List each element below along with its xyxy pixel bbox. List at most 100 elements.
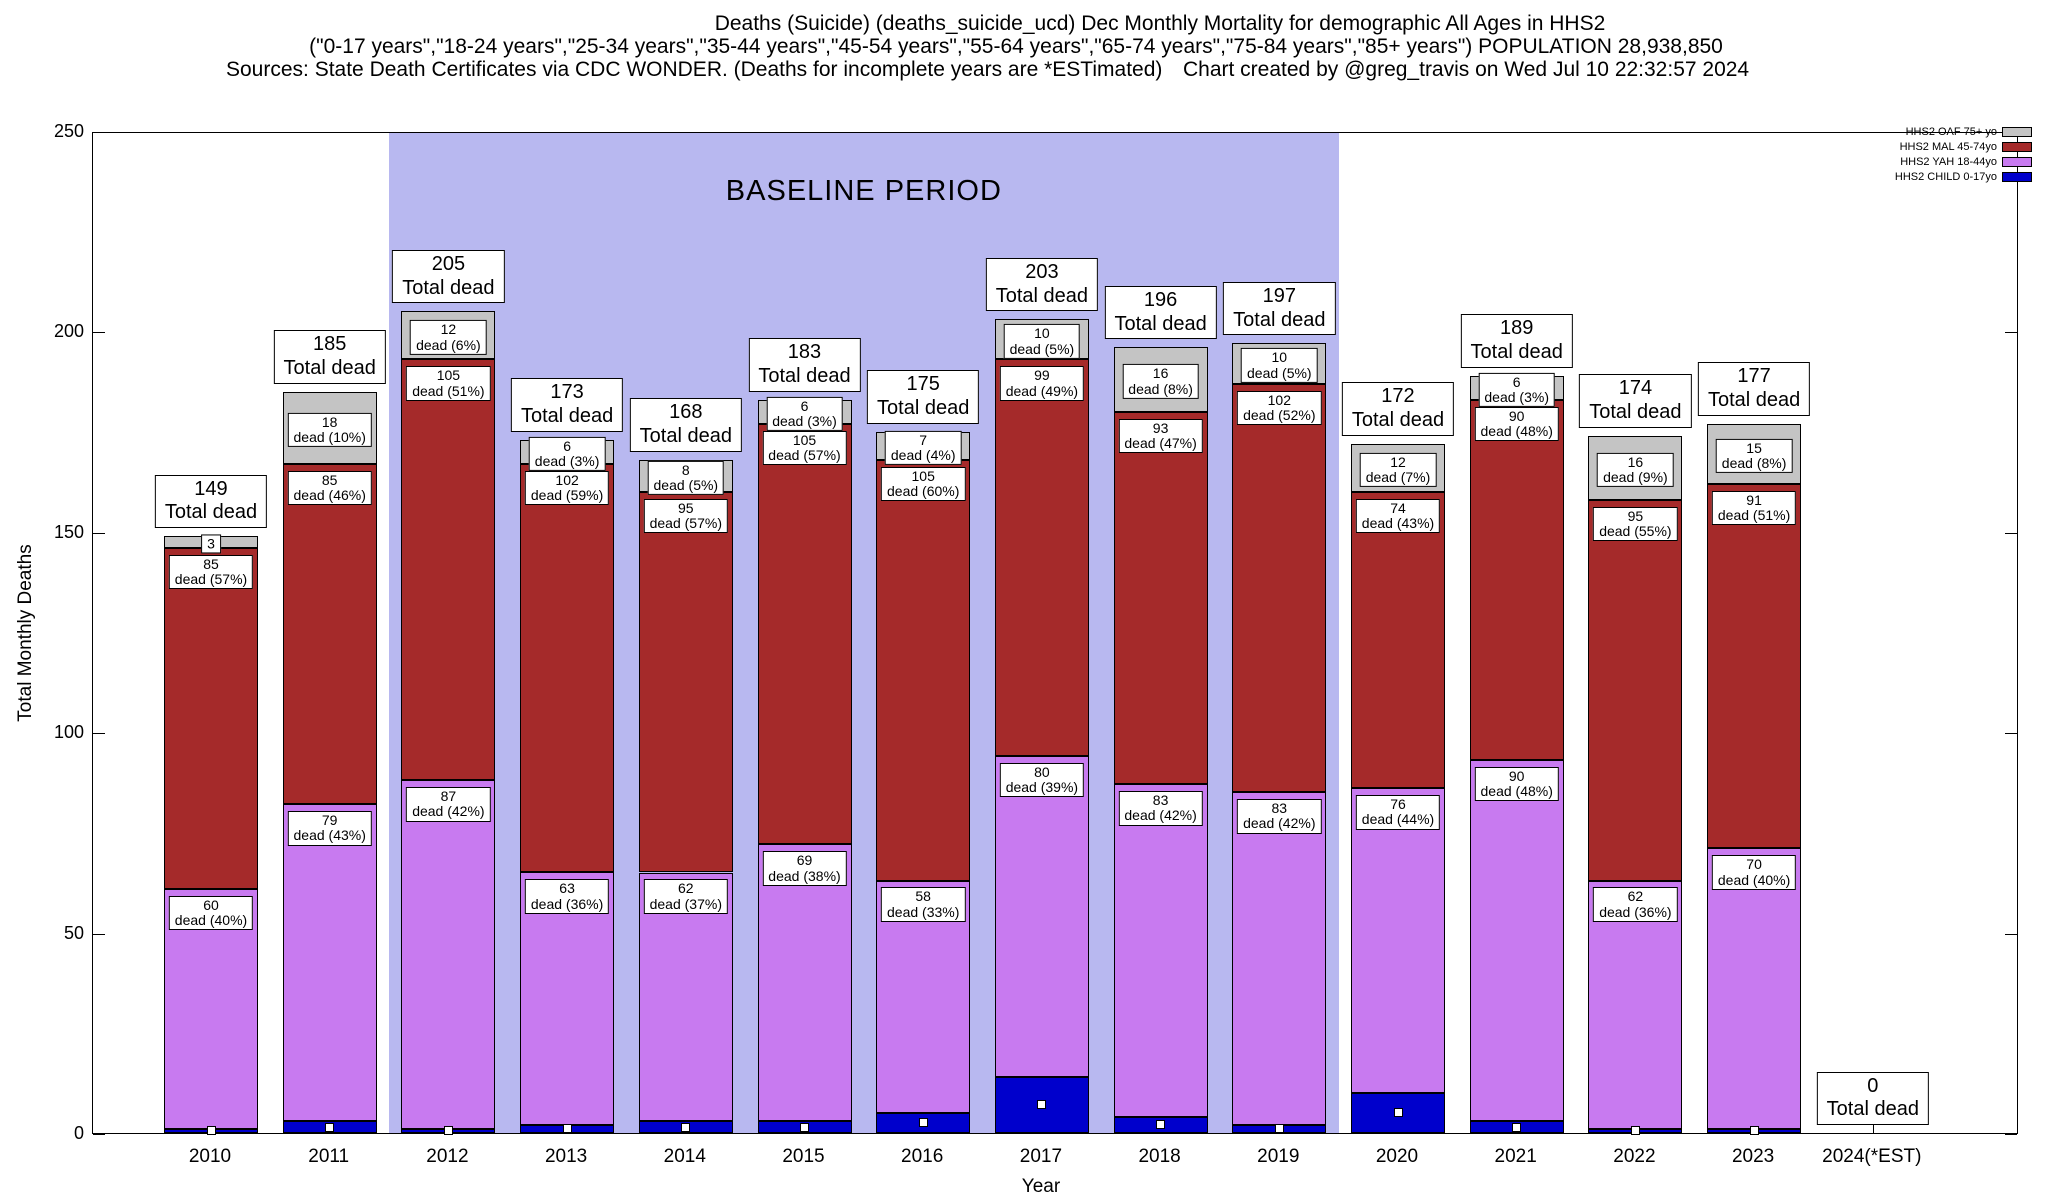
- total-dead-value: 189: [1499, 317, 1534, 340]
- x-category-label: 2013: [544, 1146, 588, 1167]
- x-axis-label: Year: [1021, 1176, 1061, 1197]
- child-marker: [1749, 1126, 1759, 1136]
- y-tick-mark: [2005, 1134, 2017, 1135]
- segment-label-line: 85: [203, 555, 219, 572]
- segment-label-hhs2-oaf-75-yo: 6 dead (3%): [766, 396, 843, 431]
- segment-label-line: dead (10%): [293, 428, 366, 445]
- total-dead-value: 149: [194, 477, 228, 500]
- segment-label-hhs2-mal-45-74yo: 93 dead (47%): [1118, 418, 1203, 453]
- total-dead-label: 183 Total dead: [748, 338, 861, 392]
- segment-label-line: dead (51%): [412, 382, 485, 399]
- child-marker: [562, 1124, 572, 1134]
- x-category-label: 2019: [1257, 1146, 1300, 1167]
- segment-label-hhs2-yah-18-44yo: 83 dead (42%): [1237, 799, 1322, 834]
- segment-label-line: 95: [678, 499, 694, 516]
- segment-label-line: 16: [1152, 365, 1169, 382]
- bar-segment-hhs2-mal-45-74yo: [1469, 399, 1564, 761]
- segment-label-line: 105: [436, 367, 461, 384]
- total-dead-text: Total dead: [1114, 312, 1207, 335]
- segment-label-hhs2-yah-18-44yo: 76 dead (44%): [1355, 795, 1441, 830]
- segment-label-line: 58: [915, 888, 931, 905]
- bar-segment-hhs2-mal-45-74yo: [757, 423, 852, 845]
- legend-swatch: [2002, 172, 2032, 182]
- x-category-label: 2014: [663, 1146, 706, 1167]
- child-marker: [1393, 1108, 1403, 1118]
- bar-segment-hhs2-yah-18-44yo: [1351, 788, 1445, 1093]
- y-tick-mark: [93, 532, 105, 534]
- segment-label-hhs2-oaf-75-yo: 10 dead (5%): [1241, 348, 1318, 383]
- segment-label-line: dead (59%): [530, 486, 604, 503]
- segment-label-line: 16: [1627, 453, 1644, 470]
- segment-label-line: 12: [440, 321, 457, 338]
- segment-label-hhs2-mal-45-74yo: 102 dead (52%): [1237, 390, 1322, 425]
- segment-label-line: 102: [555, 471, 579, 488]
- segment-label-line: dead (36%): [530, 895, 604, 912]
- y-tick-mark: [2005, 733, 2017, 735]
- segment-label-hhs2-yah-18-44yo: 90 dead (48%): [1474, 767, 1559, 802]
- segment-label-hhs2-mal-45-74yo: 99 dead (49%): [999, 366, 1085, 401]
- segment-label-line: dead (52%): [1243, 406, 1316, 423]
- total-dead-value: 173: [550, 381, 584, 404]
- total-dead-text: Total dead: [639, 425, 732, 448]
- segment-label-line: dead (47%): [1124, 434, 1197, 451]
- segment-label-line: 90: [1508, 768, 1525, 785]
- total-dead-text: Total dead: [1707, 389, 1801, 411]
- segment-label-hhs2-mal-45-74yo: 74 dead (43%): [1355, 498, 1441, 533]
- y-tick-label: 100: [53, 722, 84, 743]
- total-dead-text: Total dead: [164, 501, 258, 524]
- x-category-label: 2020: [1375, 1146, 1419, 1167]
- total-dead-value: 183: [787, 341, 822, 364]
- segment-label-hhs2-oaf-75-yo: 12 dead (6%): [410, 320, 487, 355]
- segment-label-hhs2-oaf-75-yo: 16 dead (8%): [1122, 364, 1199, 399]
- segment-label-line: dead (48%): [1480, 783, 1553, 800]
- x-category-label: 2018: [1138, 1146, 1181, 1167]
- bar-segment-hhs2-mal-45-74yo: [401, 359, 496, 781]
- child-marker: [443, 1126, 453, 1136]
- legend-swatch: [2002, 127, 2032, 137]
- legend-label: HHS2 OAF 75+ yo: [1905, 126, 1997, 138]
- segment-label-line: dead (3%): [1484, 388, 1549, 405]
- segment-label-line: 10: [1271, 349, 1288, 366]
- bar-segment-hhs2-yah-18-44yo: [520, 872, 615, 1125]
- child-marker: [918, 1118, 928, 1128]
- total-dead-label: 196 Total dead: [1104, 286, 1217, 340]
- segment-label-line: 85: [321, 471, 338, 488]
- segment-label-line: dead (44%): [1361, 811, 1435, 828]
- x-category-label: 2023: [1731, 1146, 1775, 1167]
- segment-label-hhs2-mal-45-74yo: 85 dead (46%): [287, 470, 372, 505]
- total-dead-value: 0: [1867, 1074, 1879, 1097]
- total-dead-text: Total dead: [1233, 308, 1326, 331]
- total-dead-label: 177 Total dead: [1697, 362, 1811, 416]
- legend-swatch: [2002, 157, 2032, 167]
- total-dead-label: 197 Total dead: [1223, 282, 1336, 336]
- child-marker: [681, 1122, 691, 1132]
- child-marker: [325, 1122, 335, 1132]
- x-category-label: 2021: [1494, 1146, 1537, 1167]
- segment-label-line: dead (40%): [1717, 871, 1791, 888]
- segment-label-line: 76: [1390, 796, 1406, 813]
- total-dead-text: Total dead: [520, 405, 614, 428]
- bar-segment-hhs2-yah-18-44yo: [1113, 784, 1208, 1117]
- total-dead-label: 172 Total dead: [1341, 382, 1455, 436]
- segment-label-line: dead (49%): [1005, 382, 1079, 399]
- segment-label-hhs2-yah-18-44yo: 70 dead (40%): [1711, 855, 1797, 890]
- x-category-label: 2024(*EST): [1822, 1146, 1922, 1167]
- x-category-label: 2011: [308, 1146, 350, 1167]
- total-dead-value: 197: [1262, 285, 1296, 308]
- bar-segment-hhs2-yah-18-44yo: [1588, 880, 1683, 1129]
- y-tick-label: 50: [63, 922, 84, 943]
- total-dead-label: 174 Total dead: [1579, 374, 1692, 428]
- segment-label-line: dead (42%): [1243, 815, 1316, 832]
- x-category-label: 2012: [426, 1146, 469, 1167]
- total-dead-text: Total dead: [1826, 1098, 1919, 1121]
- legend-label: HHS2 MAL 45-74yo: [1899, 141, 1997, 153]
- baseline-period-label: BASELINE PERIOD: [725, 175, 1002, 207]
- segment-label-hhs2-yah-18-44yo: 62 dead (36%): [1593, 887, 1678, 922]
- segment-label-hhs2-yah-18-44yo: 79 dead (43%): [287, 811, 372, 846]
- segment-label-hhs2-yah-18-44yo: 87 dead (42%): [406, 787, 491, 822]
- segment-label-line: 87: [440, 788, 457, 805]
- segment-label-line: dead (5%): [1009, 340, 1075, 357]
- bar-segment-hhs2-mal-45-74yo: [164, 547, 258, 889]
- y-tick-mark: [2005, 933, 2017, 935]
